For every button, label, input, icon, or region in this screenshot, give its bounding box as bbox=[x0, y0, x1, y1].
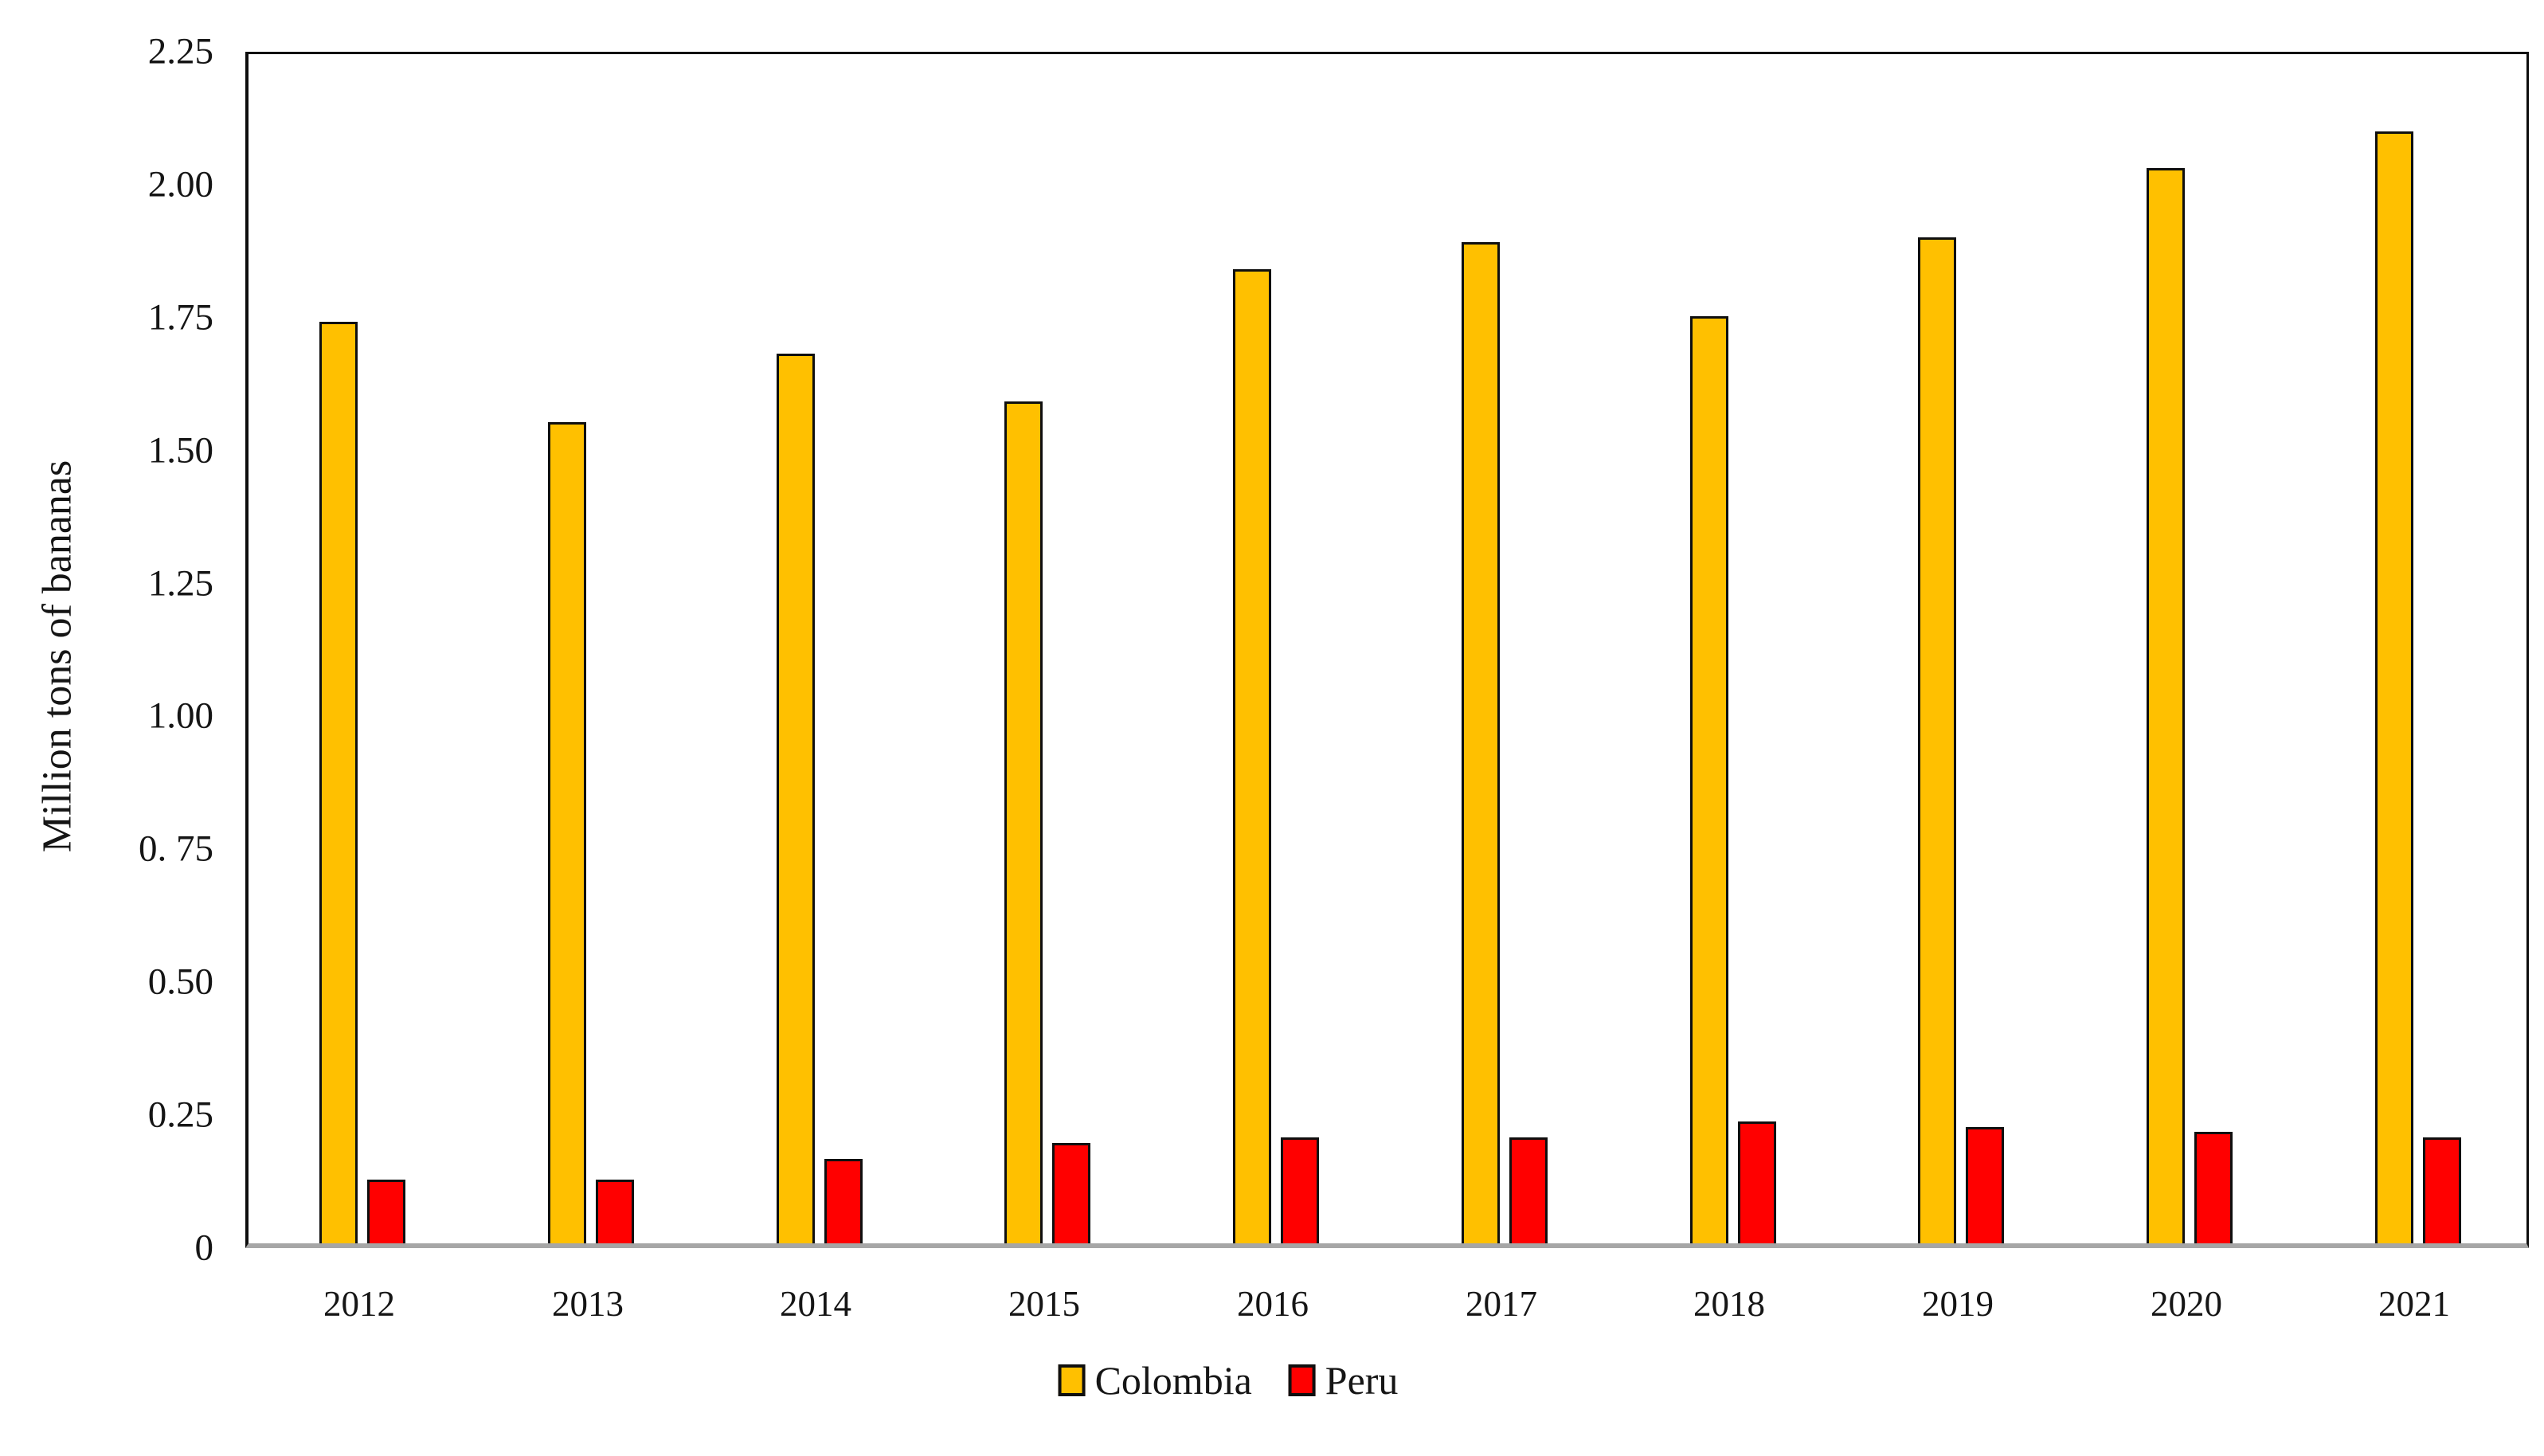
bar-peru-2018 bbox=[1738, 1121, 1776, 1243]
bar-peru-2014 bbox=[824, 1159, 863, 1243]
y-tick-0.25: 0.25 bbox=[147, 1094, 213, 1136]
plot-area bbox=[245, 52, 2529, 1248]
legend-swatch-colombia bbox=[1058, 1364, 1086, 1396]
bar-colombia-2017 bbox=[1462, 242, 1500, 1243]
legend-swatch-peru bbox=[1288, 1364, 1316, 1396]
x-tick-2016: 2016 bbox=[1237, 1284, 1309, 1324]
x-tick-2013: 2013 bbox=[552, 1284, 624, 1324]
y-tick-0.5: 0.50 bbox=[147, 961, 213, 1003]
y-tick-0: 0 bbox=[194, 1227, 214, 1269]
x-tick-2018: 2018 bbox=[1693, 1284, 1765, 1324]
bar-colombia-2015 bbox=[1004, 401, 1043, 1243]
legend-label-colombia: Colombia bbox=[1094, 1358, 1252, 1403]
y-tick-1.75: 1.75 bbox=[147, 296, 213, 339]
y-tick-1.25: 1.25 bbox=[147, 562, 213, 605]
bar-peru-2016 bbox=[1281, 1137, 1319, 1243]
x-tick-2020: 2020 bbox=[2151, 1284, 2222, 1324]
bar-peru-2012 bbox=[367, 1180, 405, 1243]
y-tick-1: 1.00 bbox=[147, 695, 213, 737]
bar-peru-2019 bbox=[1966, 1127, 2004, 1243]
x-tick-2014: 2014 bbox=[780, 1284, 851, 1324]
bar-colombia-2013 bbox=[548, 422, 586, 1243]
y-tick-2: 2.00 bbox=[147, 163, 213, 205]
x-tick-2021: 2021 bbox=[2378, 1284, 2450, 1324]
bar-colombia-2018 bbox=[1690, 316, 1728, 1243]
y-tick-2.25: 2.25 bbox=[147, 30, 213, 72]
legend-item-peru: Peru bbox=[1288, 1358, 1399, 1403]
y-tick-1.5: 1.50 bbox=[147, 429, 213, 472]
bar-colombia-2019 bbox=[1918, 237, 1956, 1243]
legend-label-peru: Peru bbox=[1325, 1358, 1399, 1403]
x-tick-2019: 2019 bbox=[1922, 1284, 1994, 1324]
legend: Colombia Peru bbox=[1058, 1358, 1399, 1403]
y-axis-title: Million tons of bananas bbox=[34, 460, 80, 853]
x-tick-2012: 2012 bbox=[323, 1284, 395, 1324]
x-tick-2015: 2015 bbox=[1008, 1284, 1080, 1324]
bar-peru-2017 bbox=[1509, 1137, 1548, 1243]
x-tick-2017: 2017 bbox=[1466, 1284, 1537, 1324]
legend-item-colombia: Colombia bbox=[1058, 1358, 1252, 1403]
bar-colombia-2016 bbox=[1233, 269, 1271, 1243]
y-tick-0.75: 0. 75 bbox=[139, 828, 213, 870]
bar-peru-2020 bbox=[2194, 1132, 2233, 1243]
bar-colombia-2021 bbox=[2375, 131, 2413, 1243]
bar-peru-2015 bbox=[1052, 1143, 1090, 1243]
bar-colombia-2012 bbox=[319, 322, 358, 1243]
bar-colombia-2014 bbox=[777, 354, 815, 1243]
bar-peru-2013 bbox=[596, 1180, 634, 1243]
bar-peru-2021 bbox=[2423, 1137, 2461, 1243]
bar-colombia-2020 bbox=[2147, 168, 2185, 1243]
